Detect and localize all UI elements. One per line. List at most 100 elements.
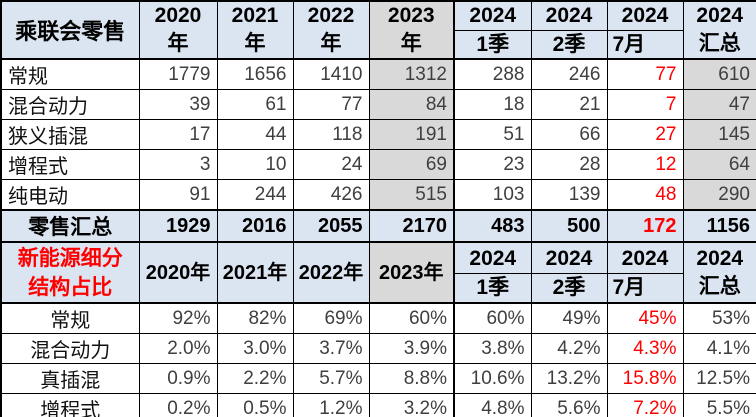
- value-cell: 290: [682, 179, 756, 211]
- value-cell: 5.7%: [292, 363, 370, 394]
- s1-row-3: 增程式 3 10 24 69 23 28 12 64: [0, 149, 756, 180]
- section2-title: 新能源细分 结构占比: [0, 241, 140, 304]
- col-header-suffix: 年: [167, 32, 189, 55]
- col-header-year: 2020: [154, 4, 202, 27]
- col-header-year: 2022年: [298, 261, 364, 284]
- section1-title: 乘联会零售: [0, 0, 140, 60]
- col-header-period: 2季: [532, 273, 606, 301]
- col-header-year: 2024: [469, 247, 517, 270]
- col-header-2024total: 2024 汇总: [682, 241, 756, 304]
- row-label: 狭义插混: [0, 119, 140, 150]
- s1-row-2: 狭义插混 17 44 118 191 51 66 27 145: [0, 119, 756, 150]
- s2-row-3: 增程式 0.2% 0.5% 1.2% 3.2% 4.8% 5.6% 7.2% 5.5%: [0, 393, 756, 417]
- value-cell: 13.2%: [530, 363, 608, 394]
- col-header-2024q2: 2024 2季: [530, 241, 608, 304]
- row-label: 增程式: [0, 393, 140, 417]
- value-cell: 610: [682, 58, 756, 90]
- value-cell: 7: [606, 89, 684, 120]
- total-value-cell: 2016: [216, 209, 294, 243]
- value-cell: 10: [216, 149, 294, 180]
- s1-row-0: 常规 1779 1656 1410 1312 288 246 77 610: [0, 58, 756, 90]
- value-cell: 92%: [138, 302, 218, 334]
- value-cell: 44: [216, 119, 294, 150]
- col-header-suffix: 年: [400, 32, 422, 55]
- col-header-year: 2023: [387, 4, 435, 27]
- total-value-cell: 1929: [138, 209, 218, 243]
- s1-row-4: 纯电动 91 244 426 515 103 139 48 290: [0, 179, 756, 211]
- value-cell: 49%: [530, 302, 608, 334]
- row-label: 增程式: [0, 149, 140, 180]
- value-cell: 77: [606, 58, 684, 90]
- value-cell: 4.2%: [530, 333, 608, 364]
- s2-row-0: 常规 92% 82% 69% 60% 60% 49% 45% 53%: [0, 302, 756, 334]
- value-cell: 1312: [368, 58, 455, 90]
- s2-row-2: 真插混 0.9% 2.2% 5.7% 8.8% 10.6% 13.2% 15.8% 12.5%: [0, 363, 756, 394]
- total-value-cell: 2170: [368, 209, 455, 243]
- col-header-2024total: 2024 汇总: [682, 0, 756, 60]
- value-cell: 10.6%: [453, 363, 532, 394]
- value-cell: 1.2%: [292, 393, 370, 417]
- col-header-label: 汇总: [698, 32, 741, 55]
- value-cell: 53%: [682, 302, 756, 334]
- col-header-suffix: 年: [320, 32, 342, 55]
- value-cell: 82%: [216, 302, 294, 334]
- s1-row-1: 混合动力 39 61 77 84 18 21 7 47: [0, 89, 756, 120]
- col-header-2023: 2023 年: [368, 0, 455, 60]
- value-cell: 24: [292, 149, 370, 180]
- value-cell: 191: [368, 119, 455, 150]
- col-header-label: 汇总: [698, 275, 741, 298]
- value-cell: 27: [606, 119, 684, 150]
- col-header-year: 2024: [696, 247, 744, 270]
- value-cell: 12.5%: [682, 363, 756, 394]
- value-cell: 18: [453, 89, 532, 120]
- col-header-period: 7月: [608, 273, 682, 301]
- value-cell: 0.5%: [216, 393, 294, 417]
- col-header-year: 2021: [231, 4, 279, 27]
- value-cell: 66: [530, 119, 608, 150]
- col-header-2024q2: 2024 2季: [530, 0, 608, 60]
- col-header-2024jul: 2024 7月: [606, 241, 684, 304]
- value-cell: 7.2%: [606, 393, 684, 417]
- value-cell: 244: [216, 179, 294, 211]
- col-header-2024q1: 2024 1季: [453, 241, 532, 304]
- value-cell: 21: [530, 89, 608, 120]
- value-cell: 69: [368, 149, 455, 180]
- col-header-year: 2020年: [145, 261, 211, 284]
- value-cell: 77: [292, 89, 370, 120]
- value-cell: 1410: [292, 58, 370, 90]
- value-cell: 8.8%: [368, 363, 455, 394]
- value-cell: 515: [368, 179, 455, 211]
- value-cell: 145: [682, 119, 756, 150]
- value-cell: 48: [606, 179, 684, 211]
- value-cell: 64: [682, 149, 756, 180]
- col-header-year: 2023年: [379, 261, 444, 284]
- total-value-cell: 500: [530, 209, 608, 243]
- col-header-2020: 2020 年: [138, 0, 218, 60]
- value-cell: 3.8%: [453, 333, 532, 364]
- s2-row-1: 混合动力 2.0% 3.0% 3.7% 3.9% 3.8% 4.2% 4.3% 4.1%: [0, 333, 756, 364]
- value-cell: 3.9%: [368, 333, 455, 364]
- value-cell: 426: [292, 179, 370, 211]
- col-header-period: 1季: [456, 30, 530, 57]
- row-label: 常规: [0, 58, 140, 90]
- col-header-period: 2季: [532, 30, 606, 57]
- row-label: 混合动力: [0, 89, 140, 120]
- section2-header-row: 新能源细分 结构占比 2020年 2021年 2022年 2023年 2024: [0, 241, 756, 304]
- col-header-year: 2024: [696, 4, 744, 27]
- value-cell: 47: [682, 89, 756, 120]
- value-cell: 1779: [138, 58, 218, 90]
- row-label: 常规: [0, 302, 140, 334]
- value-cell: 60%: [368, 302, 455, 334]
- col-header-year: 2024: [621, 247, 669, 270]
- value-cell: 3: [138, 149, 218, 180]
- value-cell: 69%: [292, 302, 370, 334]
- value-cell: 2.2%: [216, 363, 294, 394]
- col-header-year: 2024: [545, 247, 593, 270]
- value-cell: 246: [530, 58, 608, 90]
- col-header-period: 1季: [456, 273, 530, 301]
- value-cell: 84: [368, 89, 455, 120]
- col-header-period: 7月: [608, 30, 682, 57]
- total-row-label: 零售汇总: [0, 209, 140, 243]
